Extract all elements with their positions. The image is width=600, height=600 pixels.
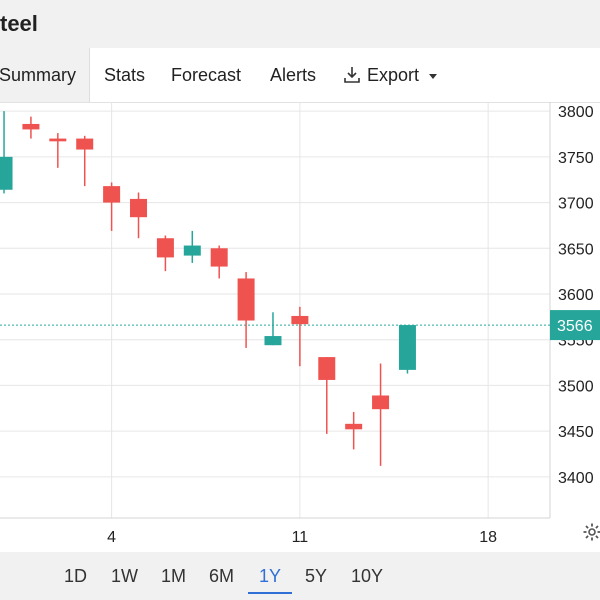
candle-body xyxy=(103,186,121,203)
y-tick-label: 3700 xyxy=(558,196,594,213)
candle xyxy=(76,135,94,187)
candle xyxy=(398,325,416,374)
last-price-tag xyxy=(550,310,600,341)
candle-body xyxy=(345,423,363,430)
tab-forecast[interactable]: Forecast xyxy=(171,65,242,85)
candle xyxy=(22,116,40,139)
gear-icon[interactable] xyxy=(582,522,600,542)
tab-summary-background xyxy=(0,48,90,102)
candle xyxy=(210,245,228,279)
candle-body xyxy=(398,325,416,370)
chart-axes xyxy=(0,102,551,519)
candle-body xyxy=(156,238,174,258)
timeframe-1d[interactable]: 1D xyxy=(64,566,88,586)
candle-body xyxy=(237,278,255,321)
timeframe-1w[interactable]: 1W xyxy=(111,566,138,586)
candle-body xyxy=(210,248,228,267)
tab-alerts[interactable]: Alerts xyxy=(270,65,317,85)
candle xyxy=(156,235,174,272)
y-tick-label: 3600 xyxy=(558,287,594,304)
y-tick-label: 3750 xyxy=(558,150,594,167)
candle xyxy=(372,363,390,466)
candle-body xyxy=(264,336,282,346)
tab-summary[interactable]: Summary xyxy=(0,65,77,85)
candle xyxy=(264,312,282,346)
chart-grid xyxy=(0,102,550,518)
candles xyxy=(0,111,416,466)
x-tick-label: 18 xyxy=(479,529,497,546)
candle-body xyxy=(291,315,309,325)
last-price-label: 3566 xyxy=(557,318,593,335)
candle-body xyxy=(318,357,336,380)
tab-stats[interactable]: Stats xyxy=(104,65,146,85)
candle xyxy=(237,272,255,348)
candle-body xyxy=(372,395,390,410)
download-icon xyxy=(344,67,360,83)
x-tick-label: 11 xyxy=(292,529,309,546)
timeframe-1y[interactable]: 1Y xyxy=(259,566,282,586)
candle-body xyxy=(76,138,94,150)
timeframe-5y[interactable]: 5Y xyxy=(305,566,328,586)
timeframe-1m[interactable]: 1M xyxy=(161,566,187,586)
title-bar: teel xyxy=(0,0,600,48)
candle xyxy=(291,306,309,367)
x-tick-label: 4 xyxy=(107,529,116,546)
instrument-title: teel xyxy=(0,11,38,36)
candle xyxy=(130,192,148,239)
timeframe-bar: 1D 1W 1M 6M 1Y 5Y 10Y xyxy=(0,552,600,600)
y-tick-label: 3450 xyxy=(558,424,594,441)
y-tick-label: 3800 xyxy=(558,104,594,121)
candle-body xyxy=(49,138,67,142)
candle-body xyxy=(130,198,148,218)
candle-body xyxy=(22,123,40,130)
timeframe-active-indicator xyxy=(248,592,292,594)
candle-body xyxy=(183,245,201,256)
export-label: Export xyxy=(367,65,420,85)
candle xyxy=(103,182,121,231)
candle-body xyxy=(0,156,13,190)
tab-bar: Summary Stats Forecast Alerts Export xyxy=(0,48,600,103)
timeframe-10y[interactable]: 10Y xyxy=(351,566,384,586)
candle xyxy=(318,357,336,434)
y-tick-label: 3400 xyxy=(558,470,594,487)
candle xyxy=(49,133,67,168)
candle xyxy=(345,411,363,450)
chevron-down-icon xyxy=(429,74,437,79)
timeframe-6m[interactable]: 6M xyxy=(209,566,235,586)
y-tick-label: 3500 xyxy=(558,378,594,395)
candle xyxy=(183,230,201,263)
candle xyxy=(0,111,13,194)
y-tick-label: 3650 xyxy=(558,241,594,258)
